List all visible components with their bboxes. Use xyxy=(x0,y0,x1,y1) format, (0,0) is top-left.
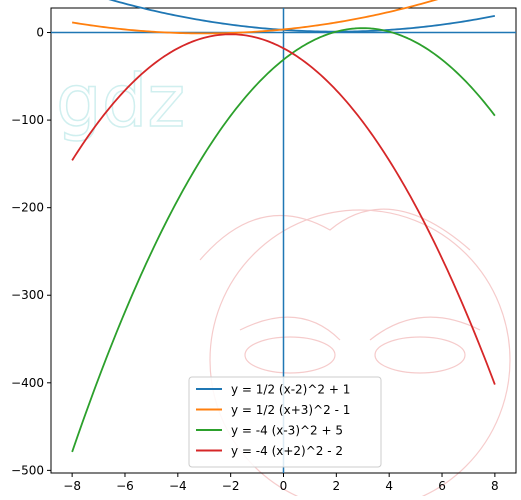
y-tick-label: −500 xyxy=(11,463,44,477)
watermark-face-outline xyxy=(209,209,511,500)
x-tick-label: 4 xyxy=(385,479,393,493)
x-tick-label: 0 xyxy=(280,479,288,493)
watermark-brow-left xyxy=(239,316,341,341)
x-tick-label: −4 xyxy=(169,479,187,493)
watermark-logo: gdz xyxy=(56,59,185,143)
watermark-hair xyxy=(199,208,471,261)
series-line-2 xyxy=(71,0,439,35)
x-tick-label: −2 xyxy=(222,479,240,493)
y-tick-label: −200 xyxy=(11,201,44,215)
y-ticks: 0 −100 −200 −300 −400 −500 xyxy=(11,26,51,477)
series-line-3 xyxy=(71,27,496,453)
watermark: gdz xyxy=(55,58,511,500)
y-tick-label: −300 xyxy=(11,288,44,302)
x-tick-label: −6 xyxy=(116,479,134,493)
watermark-eye-right xyxy=(374,336,466,374)
watermark-eye-left xyxy=(244,336,336,374)
series-line-4 xyxy=(71,33,496,385)
x-tick-label: −8 xyxy=(63,479,81,493)
watermark-brow-right xyxy=(369,316,481,341)
legend-label: y = 1/2 (x+3)^2 - 1 xyxy=(231,403,350,417)
legend-label: y = -4 (x-3)^2 + 5 xyxy=(231,424,343,438)
x-tick-label: 2 xyxy=(333,479,341,493)
y-tick-label: −100 xyxy=(11,113,44,127)
x-tick-label: 8 xyxy=(491,479,499,493)
legend-box xyxy=(188,376,382,468)
y-tick-label: −400 xyxy=(11,376,44,390)
x-ticks: −8 −6 −4 −2 0 2 4 6 8 xyxy=(63,473,499,493)
legend-label: y = 1/2 (x-2)^2 + 1 xyxy=(231,383,350,397)
y-tick-label: 0 xyxy=(36,26,44,40)
legend: y = 1/2 (x-2)^2 + 1 y = 1/2 (x+3)^2 - 1 y … xyxy=(188,376,382,468)
series-layer xyxy=(71,0,496,453)
x-tick-label: 6 xyxy=(438,479,446,493)
legend-label: y = -4 (x+2)^2 - 2 xyxy=(231,444,343,458)
